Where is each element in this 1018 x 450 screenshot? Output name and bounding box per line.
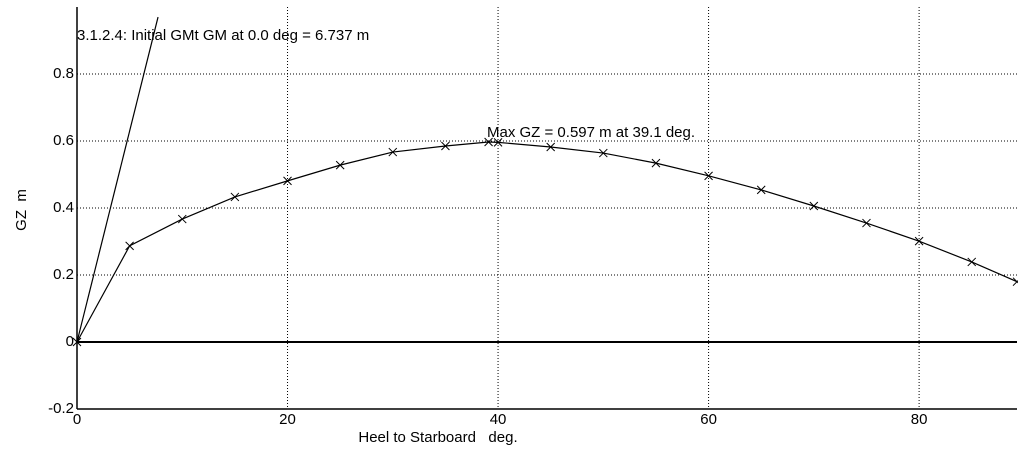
marker	[441, 141, 450, 151]
marker	[651, 158, 661, 168]
marker	[756, 185, 766, 195]
annotation: Max GZ = 0.597 m at 39.1 deg.	[487, 124, 695, 141]
x-tick-label: 40	[490, 411, 507, 428]
x-tick-label: 0	[73, 411, 81, 428]
marker	[177, 214, 187, 224]
marker	[484, 137, 493, 147]
y-tick-label: 0	[66, 333, 74, 350]
marker	[598, 148, 608, 158]
marker	[493, 137, 503, 147]
y-tick-label: 0.4	[53, 199, 74, 216]
marker	[914, 236, 924, 246]
y-tick-label: 0.2	[53, 266, 74, 283]
marker	[283, 176, 292, 186]
y-axis-label: GZ m	[13, 189, 30, 231]
marker	[809, 201, 819, 211]
x-axis-label: Heel to Starboard deg.	[358, 429, 517, 446]
x-tick-label: 60	[700, 411, 717, 428]
x-tick-label: 20	[279, 411, 296, 428]
series-line	[76, 141, 1018, 343]
marker	[967, 257, 977, 267]
y-tick-label: -0.2	[48, 400, 74, 417]
y-tick-label: 0.6	[53, 132, 74, 149]
y-tick-label: 0.8	[53, 65, 74, 82]
marker	[125, 241, 134, 251]
marker	[546, 142, 556, 152]
annotation: 3.1.2.4: Initial GMt GM at 0.0 deg = 6.7…	[77, 27, 369, 44]
series-line	[76, 16, 159, 343]
marker	[335, 160, 345, 170]
marker	[1012, 277, 1018, 287]
marker	[230, 192, 240, 202]
x-tick-label: 80	[911, 411, 928, 428]
marker	[862, 218, 871, 228]
marker	[704, 171, 713, 181]
marker	[388, 147, 398, 157]
